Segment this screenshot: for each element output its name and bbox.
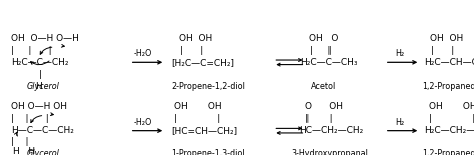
- Text: |     ∥: | ∥: [310, 46, 331, 55]
- Text: Glycerol: Glycerol: [27, 82, 60, 91]
- Text: |              |: | |: [428, 114, 474, 123]
- Text: 2-Propene-1,2-diol: 2-Propene-1,2-diol: [171, 82, 245, 91]
- Text: OH  OH: OH OH: [179, 33, 212, 42]
- Text: -H₂O: -H₂O: [133, 118, 152, 127]
- Text: OH  O—H O—H: OH O—H O—H: [10, 33, 79, 42]
- Text: |      |: | |: [180, 46, 203, 55]
- Text: OH   O: OH O: [309, 33, 338, 42]
- Text: |    |      |: | | |: [10, 114, 48, 123]
- Text: H₂: H₂: [395, 49, 404, 58]
- Text: Acetol: Acetol: [310, 82, 336, 91]
- Text: OH       OH: OH OH: [428, 102, 474, 111]
- Text: 3-Hydroxypropanal: 3-Hydroxypropanal: [292, 149, 369, 155]
- Text: |     |      |: | | |: [10, 46, 51, 55]
- Text: OH  OH: OH OH: [430, 33, 464, 42]
- Text: O      OH: O OH: [305, 102, 343, 111]
- Text: 1,2-Propanediol: 1,2-Propanediol: [422, 82, 474, 91]
- Text: |      |: | |: [431, 46, 455, 55]
- Text: H₂C—C—CH₂: H₂C—C—CH₂: [10, 58, 68, 67]
- Text: H   H: H H: [13, 147, 35, 155]
- Text: |    |: | |: [10, 137, 28, 146]
- Text: H: H: [35, 82, 42, 91]
- Text: H₂: H₂: [395, 118, 404, 127]
- Text: H₂C—CH—CH₃: H₂C—CH—CH₃: [425, 58, 474, 67]
- Text: -H₂O: -H₂O: [133, 49, 152, 58]
- Text: 1-Propene-1,3-diol: 1-Propene-1,3-diol: [171, 149, 245, 155]
- Text: H₂C—C—CH₃: H₂C—C—CH₃: [301, 58, 358, 67]
- Text: OH O—H OH: OH O—H OH: [10, 102, 67, 111]
- Text: |: |: [38, 70, 42, 79]
- Text: OH       OH: OH OH: [173, 102, 221, 111]
- Text: Glycerol: Glycerol: [27, 149, 60, 155]
- Text: 1,2-Propanediol: 1,2-Propanediol: [422, 149, 474, 155]
- Text: H₂C—CH₂—CH₂: H₂C—CH₂—CH₂: [425, 126, 474, 135]
- Text: HC—CH₂—CH₂: HC—CH₂—CH₂: [299, 126, 363, 135]
- Text: H—C—C—CH₂: H—C—C—CH₂: [10, 126, 73, 135]
- Text: |              |: | |: [173, 114, 220, 123]
- Text: [H₂C—C=CH₂]: [H₂C—C=CH₂]: [171, 58, 234, 67]
- Text: ∥       |: ∥ |: [305, 114, 332, 123]
- Text: [HC=CH—CH₂]: [HC=CH—CH₂]: [171, 126, 237, 135]
